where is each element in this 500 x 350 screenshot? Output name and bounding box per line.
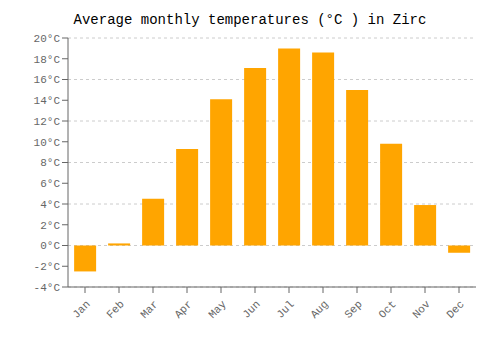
svg-text:4°C: 4°C (40, 199, 60, 211)
svg-text:Nov: Nov (410, 298, 433, 321)
svg-text:Jun: Jun (240, 298, 262, 320)
svg-text:10°C: 10°C (34, 137, 61, 149)
svg-text:8°C: 8°C (40, 157, 60, 169)
svg-text:Jul: Jul (274, 298, 296, 320)
svg-text:12°C: 12°C (34, 116, 61, 128)
svg-text:Oct: Oct (376, 298, 398, 320)
svg-text:Mar: Mar (138, 298, 160, 320)
svg-text:Apr: Apr (172, 298, 194, 320)
svg-text:Dec: Dec (444, 298, 466, 320)
html-text:Average monthly temperatures (: Average monthly temperatures (°C ) in Zi… (73, 12, 427, 28)
svg-text:Sep: Sep (342, 298, 364, 320)
svg-text:14°C: 14°C (34, 95, 61, 107)
svg-text:6°C: 6°C (40, 178, 60, 190)
svg-text:Feb: Feb (104, 298, 126, 320)
svg-text:-2°C: -2°C (34, 261, 61, 273)
svg-text:Aug: Aug (308, 298, 330, 320)
svg-text:20°C: 20°C (34, 33, 61, 45)
svg-text:May: May (206, 298, 229, 321)
svg-text:0°C: 0°C (40, 240, 60, 252)
svg-text:16°C: 16°C (34, 74, 61, 86)
svg-text:2°C: 2°C (40, 220, 60, 232)
svg-text:Jan: Jan (70, 298, 92, 320)
svg-text:-4°C: -4°C (34, 282, 61, 294)
svg-text:18°C: 18°C (34, 54, 61, 66)
